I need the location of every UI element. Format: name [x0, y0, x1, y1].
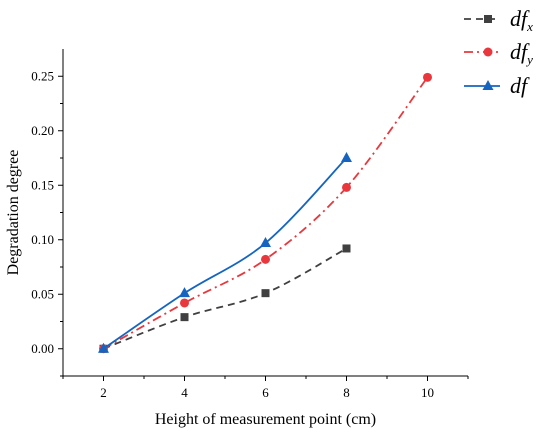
y-tick-label: 0.05 [31, 286, 54, 301]
y-axis-title: Degradation degree [5, 150, 22, 276]
y-tick-label: 0.20 [31, 123, 54, 138]
legend-marker [483, 47, 493, 57]
legend-item: dfx [464, 6, 533, 34]
x-tick-label: 8 [343, 385, 350, 400]
data-point [261, 254, 270, 264]
legend-subscript: x [526, 19, 533, 34]
data-point [261, 289, 270, 298]
y-tick-label: 0.10 [31, 232, 54, 247]
data-point [260, 237, 271, 248]
series-x [99, 244, 351, 353]
data-point [179, 287, 190, 298]
x-tick-label: 4 [181, 385, 188, 400]
data-point [341, 152, 352, 162]
x-axis-ticks: 2 4 6 8 10 [62, 376, 469, 400]
y-tick-label: 0.25 [31, 68, 54, 83]
series-line [102, 157, 348, 350]
legend-marker [484, 15, 492, 23]
x-tick-label: 6 [262, 385, 269, 400]
legend-item: dfy [464, 39, 533, 67]
legend: dfx dfy df [464, 6, 533, 98]
data-point [342, 182, 351, 192]
legend-label: df [510, 73, 530, 98]
x-tick-label: 10 [421, 385, 434, 400]
legend-marker [482, 80, 494, 90]
series-layer [98, 72, 432, 354]
legend-label: dfx [510, 6, 533, 34]
y-tick-label: 0.15 [31, 177, 54, 192]
x-tick-label: 2 [100, 385, 107, 400]
x-axis-title: Height of measurement point (cm) [155, 411, 376, 428]
series-y [99, 72, 432, 354]
plot-frame [62, 49, 468, 377]
legend-label: dfy [510, 39, 533, 67]
y-tick-label: 0.00 [31, 341, 54, 356]
series-line [103, 247, 347, 350]
data-point [180, 313, 189, 322]
data-point [180, 298, 189, 308]
data-point [342, 244, 351, 253]
y-axis-ticks: 0.00 0.05 0.10 0.15 0.20 0.25 [31, 68, 63, 377]
series-total [98, 152, 352, 353]
legend-subscript: y [525, 52, 533, 67]
series-line [103, 76, 429, 350]
data-point [98, 342, 109, 353]
data-point [423, 72, 432, 82]
legend-item: df [464, 73, 530, 98]
